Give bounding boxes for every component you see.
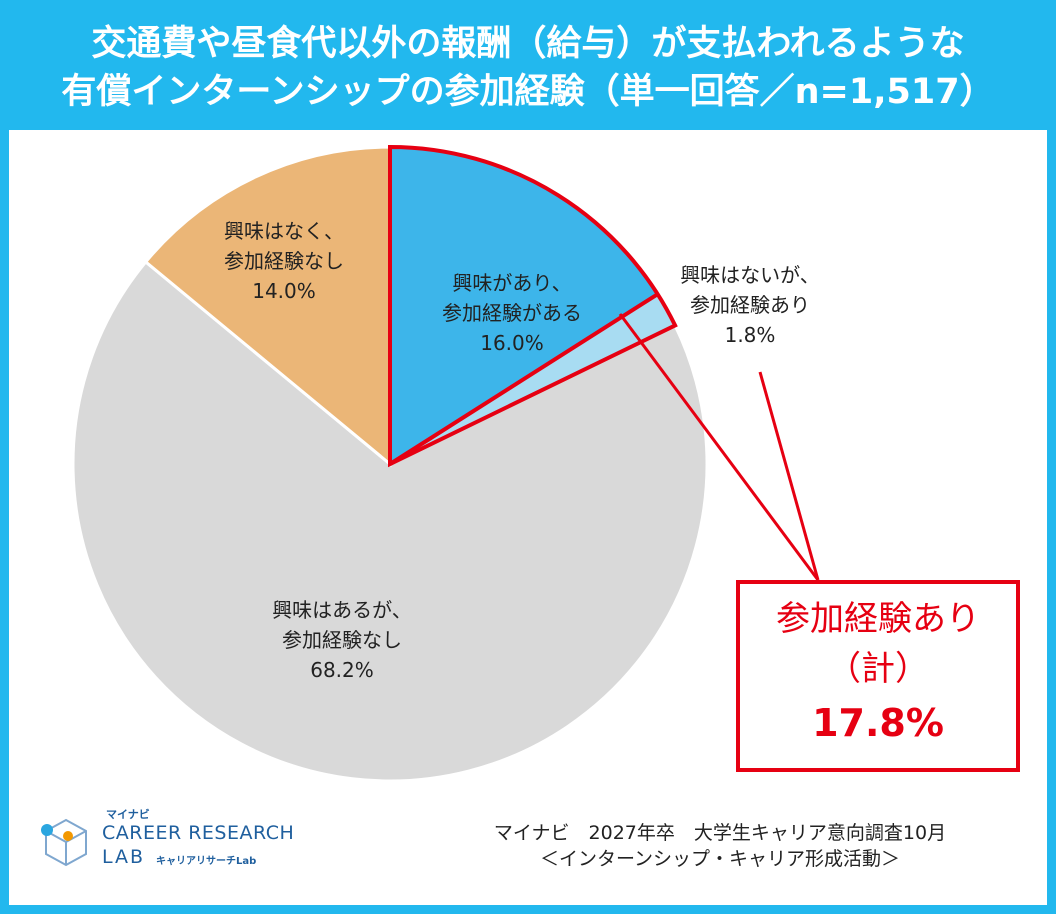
logo-brand: マイナビ: [106, 808, 150, 821]
slice-value-label: 14.0%: [252, 279, 316, 303]
slice-labels: 興味があり、参加経験がある 16.0% 興味はないが、参加経験あり 1.8% 興味はある…: [224, 219, 820, 682]
leader-lines: [618, 313, 820, 581]
source-note: マイナビ 2027年卒 大学生キャリア意向調査10月 ＜インターンシップ・キャリ…: [440, 820, 1000, 872]
logo-line-2: LAB: [102, 846, 146, 868]
highlight-divider: [388, 292, 659, 466]
slice-category-label: 興味はないが、: [680, 263, 820, 287]
callout-label: 参加経験あり: [776, 599, 980, 639]
chart-title-line-2: 有償インターンシップの参加経験（単一回答／n=1,517）: [61, 72, 995, 112]
slice-value-label: 68.2%: [310, 658, 374, 682]
leader-line-small: [758, 371, 820, 581]
slice-category-label: 参加経験なし: [224, 249, 344, 273]
highlight-wedge-outline: [388, 144, 678, 468]
pie-slices: [71, 145, 709, 783]
chart-title-line-1: 交通費や昼食代以外の報酬（給与）が支払われるような: [91, 24, 965, 64]
slice-category-label: 参加経験がある: [442, 301, 582, 325]
title-banner: 交通費や昼食代以外の報酬（給与）が支払われるような 有償インターンシップの参加経…: [0, 0, 1056, 130]
logo-subtitle: キャリアリサーチLab: [156, 856, 257, 867]
total-callout: 参加経験あり （計） 17.8%: [736, 580, 1020, 772]
slice-category-label: 興味はあるが、: [272, 598, 412, 622]
source-line-2: ＜インターンシップ・キャリア形成活動＞: [539, 848, 901, 870]
slice-value-label: 1.8%: [725, 323, 776, 347]
source-line-1: マイナビ 2027年卒 大学生キャリア意向調査10月: [493, 822, 947, 844]
logo-line-1: CAREER RESEARCH: [102, 822, 295, 844]
cube-logo-icon: [41, 818, 87, 867]
leader-line-main: [618, 313, 820, 581]
slice-category-label: 参加経験あり: [690, 293, 810, 317]
callout-sublabel: （計）: [827, 649, 929, 689]
slice-no-interest-no-experience: [143, 145, 392, 468]
slice-value-label: 16.0%: [480, 331, 544, 355]
slice-category-label: 参加経験なし: [282, 628, 402, 652]
slice-category-label: 興味があり、: [452, 271, 571, 295]
highlight-outline: [388, 144, 678, 468]
slice-category-label: 興味はなく、: [224, 219, 344, 243]
career-research-lab-logo: マイナビ CAREER RESEARCH LAB キャリアリサーチLab: [38, 806, 298, 876]
slice-interest-no-experience: [71, 259, 709, 783]
callout-value: 17.8%: [812, 701, 944, 745]
